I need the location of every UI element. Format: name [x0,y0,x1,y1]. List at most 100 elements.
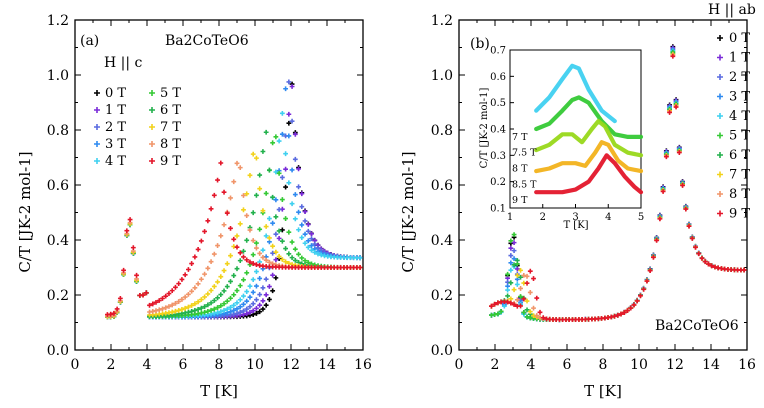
panel-a-data-point [250,289,256,295]
panel-b-data-point [621,310,627,315]
panel-a-data-point [211,251,217,257]
panel-b-data-point [651,254,656,260]
panel-a-data-point [127,217,133,222]
panel-a-data-point [160,306,165,312]
panel-b-data-point [508,245,514,251]
panel-a-data-point [292,156,298,162]
panel-a-data-point [198,305,204,311]
panel-a-data-point [302,231,308,237]
panel-b-legend-marker [717,191,723,197]
panel-a-field-direction: H || c [104,55,143,71]
panel-a-x-axis-label: T [K] [200,382,238,400]
panel-a-data-point [244,191,250,197]
panel-a-data-point [273,257,279,263]
panel-b-legend-marker [717,132,723,139]
inset-series-line [534,63,617,124]
panel-a-data-point [237,283,243,289]
panel-a-compound: Ba2CoTeO6 [165,33,249,49]
panel-a-data-point [124,228,130,234]
panel-a-data-point [357,255,363,261]
panel-a-data-point [228,253,233,259]
panel-a-data-point [192,254,198,260]
panel-a-data-point [244,311,250,317]
panel-a-data-point [202,309,207,315]
inset-series-label: 7.5 T [512,148,537,159]
panel-a-data-point [312,241,318,247]
panel-a-data-point [173,284,178,290]
panel-b-data-point [521,310,527,315]
panel-a-data-point [208,259,214,265]
panel-a-data-point [205,291,211,297]
panel-a-data-point [231,308,237,313]
panel-a-data-point [221,189,227,195]
panel-b-data-point [524,273,530,279]
panel-a-data-point [286,120,292,126]
panel-a-legend-label: 3 T [105,137,126,152]
panel-b-x-tick-label: 4 [527,357,536,373]
panel-a-data-point [244,289,250,294]
panel-a-data-point [224,210,230,216]
panel-a-data-point [276,254,282,259]
panel-a-data-point [250,308,256,314]
panel-a-data-point [286,229,292,235]
panel-a-data-point [241,293,246,299]
panel-a-data-point [263,302,269,308]
panel-b-legend-marker [717,93,723,100]
panel-b-data-point [527,268,533,274]
panel-b-data-point [644,278,650,284]
panel-a-data-point [218,309,224,314]
panel-a-data-point [292,216,298,222]
panel-a-x-tick-label: 2 [107,357,116,373]
panel-a-data-point [305,228,311,234]
panel-a-data-point [166,304,172,309]
panel-a-data-point [205,302,211,308]
panel-a-data-point [267,259,272,265]
panel-a-data-point [273,197,279,203]
panel-a-label: (a) [80,33,99,49]
panel-b-data-point [508,260,514,266]
panel-b-y-tick-label: 0.4 [431,233,453,249]
panel-a-data-point [257,172,263,178]
panel-a-data-point [179,277,185,282]
panel-a-x-tick-label: 8 [215,357,224,373]
panel-a-legend-marker [94,124,100,130]
inset-y-tick-label: 0.6 [490,72,506,83]
panel-b-data-point [514,282,520,287]
panel-b-legend-label: 9 T [729,207,750,222]
panel-b-data-point [699,255,705,261]
panel-a-data-point [289,84,295,89]
panel-a-data-point [296,227,301,233]
panel-a-data-point [286,133,292,139]
panel-a-legend-label: 4 T [105,154,126,169]
panel-b-data-point [511,240,517,246]
panel-b-data-point [508,280,514,286]
panel-a-data-point [260,306,266,312]
panel-a-data-point [218,160,224,166]
panel-b-legend-marker [717,35,723,41]
panel-b-legend-marker [717,74,723,80]
panel-b-data-point [667,110,672,115]
panel-a-data-point [237,304,243,310]
panel-b-legend-marker [717,113,723,119]
panel-a-data-point [260,285,266,291]
panel-a-data-point [192,285,198,291]
panel-a-data-point [263,257,269,263]
panel-a-data-point [263,276,269,282]
panel-b-data-point [641,286,647,292]
panel-a-data-point [279,257,285,262]
panel-a-y-axis-label: C/T [JK-2 mol-1] [16,151,34,272]
panel-a-data-point [270,140,276,146]
panel-a-data-point [231,236,237,242]
panel-a-data-point [279,175,285,180]
inset-series-line [534,140,644,174]
panel-a-data-point [254,240,259,246]
panel-a-data-point [250,238,256,243]
panel-a-data-point [283,184,288,190]
panel-a-data-point [270,194,276,200]
panel-a-data-point [195,281,201,287]
panel-a-data-point [257,186,263,192]
panel-b-data-point [508,238,514,244]
panel-b-data-point [612,313,617,319]
panel-b-data-point [524,280,530,286]
panel-a-data-point [244,298,250,304]
